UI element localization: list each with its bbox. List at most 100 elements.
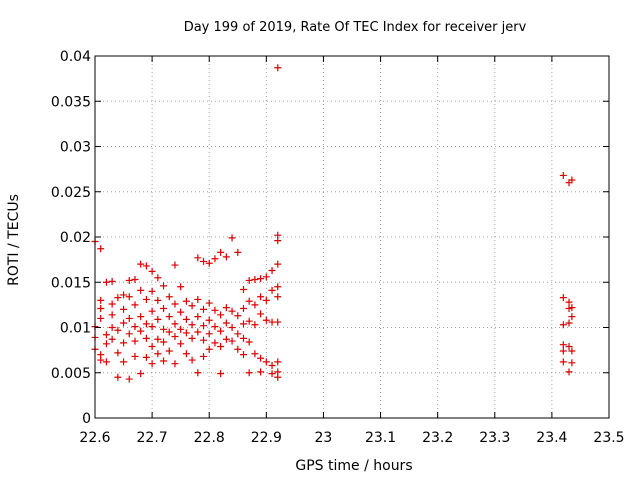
axis-ticks: 22.6 22.7 22.8 22.9 23 23.1 23.2 23.3 23.4 23.5 0 0… [51, 49, 625, 446]
x-tick-label: 22.6 [79, 430, 110, 446]
data-point [131, 276, 139, 284]
data-point [234, 345, 242, 353]
data-point [200, 352, 208, 360]
data-point [257, 275, 265, 283]
data-point [102, 331, 110, 339]
data-point [568, 176, 576, 184]
x-tick-label: 22.9 [251, 430, 282, 446]
data-point [565, 343, 573, 351]
data-point [188, 321, 196, 329]
data-point [142, 353, 150, 361]
data-point [165, 328, 173, 336]
data-point [182, 350, 190, 358]
data-point [262, 273, 270, 281]
data-point [274, 318, 282, 326]
data-point [148, 343, 156, 351]
data-point [251, 301, 259, 309]
data-point [565, 298, 573, 306]
data-point [165, 293, 173, 301]
data-point [205, 316, 213, 324]
data-point [274, 283, 282, 291]
data-point [205, 345, 213, 353]
x-axis-label: GPS time / hours [295, 458, 412, 474]
data-point [234, 248, 242, 256]
data-point [262, 296, 270, 304]
data-point [222, 304, 230, 312]
data-point [217, 327, 225, 335]
x-tick-label: 22.7 [137, 430, 168, 446]
y-tick-label: 0.04 [60, 49, 91, 65]
data-point [125, 375, 133, 383]
data-point [142, 320, 150, 328]
data-point [120, 305, 128, 313]
data-point [148, 287, 156, 295]
data-point [194, 254, 202, 262]
x-tick-label: 23.5 [593, 430, 624, 446]
data-point [194, 295, 202, 303]
data-point [239, 304, 247, 312]
data-point [171, 333, 179, 341]
data-point [160, 338, 168, 346]
data-point [125, 293, 133, 301]
data-point [211, 255, 219, 263]
data-point [97, 245, 105, 253]
x-tick-label: 23.2 [422, 430, 453, 446]
data-point [131, 337, 139, 345]
data-point [182, 315, 190, 323]
data-point [171, 300, 179, 308]
data-point [188, 334, 196, 342]
data-point [137, 313, 145, 321]
data-point [205, 259, 213, 267]
data-point [239, 320, 247, 328]
data-point [160, 304, 168, 312]
data-point [142, 295, 150, 303]
data-point [257, 310, 265, 318]
data-point [154, 274, 162, 282]
data-point [182, 329, 190, 337]
data-point [200, 322, 208, 330]
data-point [559, 341, 567, 349]
data-point [108, 311, 116, 319]
data-point [108, 300, 116, 308]
data-point [171, 261, 179, 269]
y-tick-label: 0.015 [51, 275, 91, 291]
data-point [565, 368, 573, 376]
data-point [165, 313, 173, 321]
data-point [154, 335, 162, 343]
data-point [165, 347, 173, 355]
data-point [217, 370, 225, 378]
x-tick-label: 22.8 [194, 430, 225, 446]
data-point [559, 358, 567, 366]
y-tick-label: 0.01 [60, 321, 91, 337]
data-point [137, 286, 145, 294]
data-point [171, 360, 179, 368]
data-point [142, 334, 150, 342]
data-point [97, 356, 105, 364]
data-point [108, 277, 116, 285]
data-point [177, 283, 185, 291]
data-point [239, 351, 247, 359]
data-point [148, 267, 156, 275]
data-point [268, 370, 276, 378]
data-point [568, 347, 576, 355]
chart-title: Day 199 of 2019, Rate Of TEC Index for r… [184, 20, 527, 35]
data-point [217, 248, 225, 256]
data-point [274, 237, 282, 245]
data-point [177, 340, 185, 348]
data-point [154, 350, 162, 358]
data-point [102, 358, 110, 366]
data-point [182, 297, 190, 305]
data-point [217, 343, 225, 351]
data-points [91, 64, 576, 383]
data-point [228, 337, 236, 345]
data-point [114, 294, 122, 302]
data-point [559, 171, 567, 179]
data-point [268, 286, 276, 294]
data-point [245, 297, 253, 305]
data-point [245, 369, 253, 377]
data-point [274, 260, 282, 268]
data-point [268, 362, 276, 370]
data-point [200, 336, 208, 344]
data-point [137, 370, 145, 378]
data-point [211, 339, 219, 347]
